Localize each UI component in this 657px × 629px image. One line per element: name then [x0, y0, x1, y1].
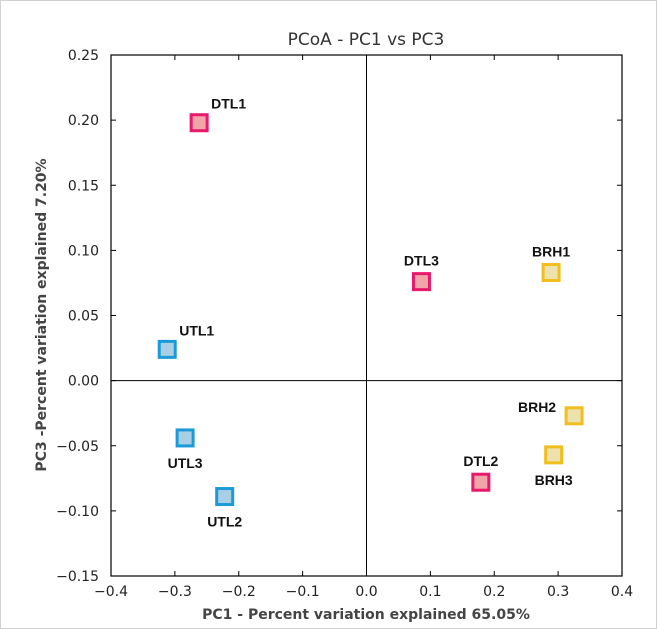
point-label-utl3: UTL3 — [168, 455, 203, 471]
y-tick-label: 0.15 — [68, 178, 99, 194]
chart-title: PCoA - PC1 vs PC3 — [288, 30, 445, 50]
point-label-utl1: UTL1 — [179, 322, 214, 338]
x-tick-label: −0.2 — [222, 584, 256, 600]
point-utl2 — [215, 487, 235, 507]
x-axis-label: PC1 - Percent variation explained 65.05% — [202, 607, 530, 623]
point-label-dtl3: DTL3 — [404, 253, 439, 269]
y-axis-label: PC3 -Percent variation explained 7.20% — [34, 158, 50, 471]
y-tick-label: 0.25 — [68, 48, 99, 64]
x-tick-label: 0.3 — [547, 584, 569, 600]
point-dtl3 — [411, 272, 431, 292]
y-tick-label: −0.15 — [56, 569, 99, 585]
x-tick-label: −0.3 — [158, 584, 192, 600]
point-brh2 — [564, 406, 584, 426]
point-label-brh3: BRH3 — [535, 472, 573, 488]
y-tick-label: 0.20 — [68, 113, 99, 129]
y-tick-label: −0.10 — [56, 504, 99, 520]
x-tick-label: 0.2 — [483, 584, 505, 600]
point-label-dtl2: DTL2 — [463, 453, 498, 469]
y-tick-label: 0.10 — [68, 243, 99, 259]
point-label-brh2: BRH2 — [518, 399, 556, 415]
x-axis-ticks: −0.4 −0.3 −0.2 −0.1 0.0 0.1 0.2 0.3 0.4 — [94, 55, 633, 600]
point-label-utl2: UTL2 — [207, 514, 242, 530]
point-label-brh1: BRH1 — [532, 244, 570, 260]
point-utl3 — [175, 428, 195, 448]
point-dtl2 — [471, 472, 491, 492]
x-tick-label: 0.1 — [419, 584, 441, 600]
y-tick-label: 0.05 — [68, 309, 99, 325]
y-tick-label: 0.00 — [68, 374, 99, 390]
x-tick-label: −0.1 — [286, 584, 320, 600]
data-points: DTL1 DTL2 DTL3 UTL1 UTL2 UTL3 BRH1 BRH2 BRH3 — [157, 96, 584, 530]
point-utl1 — [157, 339, 177, 359]
point-brh3 — [544, 445, 564, 465]
x-tick-label: 0.0 — [355, 584, 377, 600]
point-label-dtl1: DTL1 — [211, 96, 246, 112]
y-tick-label: −0.05 — [56, 439, 99, 455]
point-dtl1 — [189, 113, 209, 133]
zero-lines — [111, 55, 622, 576]
y-axis-ticks: −0.15 −0.10 −0.05 0.00 0.05 0.10 0.15 0.20 0.25 — [56, 48, 622, 585]
x-tick-label: −0.4 — [94, 584, 128, 600]
x-tick-label: 0.4 — [611, 584, 633, 600]
point-brh1 — [541, 263, 561, 283]
